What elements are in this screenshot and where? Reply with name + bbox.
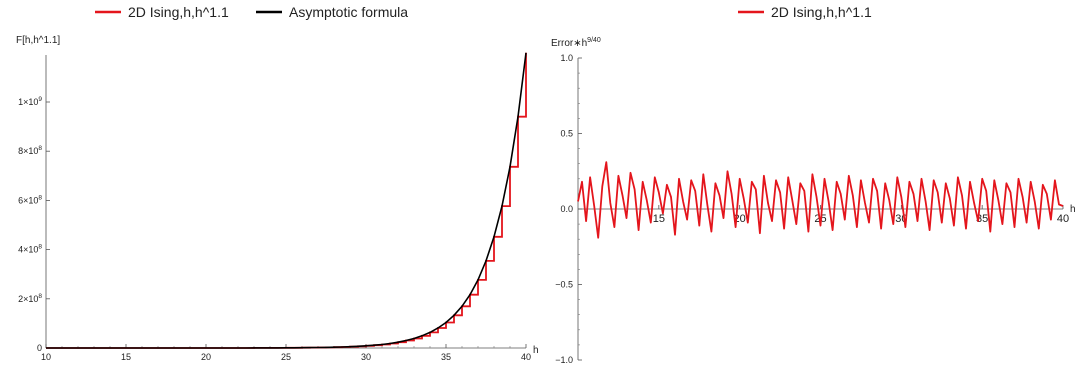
right-x-axis-label: h: [1070, 204, 1076, 215]
right-series-group: [577, 161, 1064, 239]
left-y-tick-label: 0: [37, 343, 42, 353]
right-legend-label-0: 2D Ising,h,h^1.1: [771, 4, 872, 20]
left-y-tick-label: 2×108: [18, 293, 42, 304]
right-y-axis-label-sup: 9/40: [587, 37, 601, 44]
left-chart: F[h,h^1.1] h 02×1084×1086×1088×1081×109 …: [16, 35, 539, 362]
left-series-line-0: [46, 52, 527, 349]
left-legend: 2D Ising,h,h^1.1 Asymptotic formula: [95, 4, 408, 20]
right-y-tick-label: 1.0: [560, 53, 573, 63]
left-x-tick-label: 40: [521, 352, 531, 362]
left-y-tick-label: 4×108: [18, 244, 42, 255]
right-series-line-0: [577, 161, 1064, 239]
right-y-tick-label: −1.0: [555, 355, 573, 365]
left-series-group: [46, 52, 527, 349]
left-x-tick-label: 20: [201, 352, 211, 362]
right-y-axis-label-main: Error∗h: [551, 38, 587, 49]
left-x-tick-label: 25: [281, 352, 291, 362]
left-y-tick-label: 1×109: [18, 96, 42, 107]
left-x-tick-label: 35: [441, 352, 451, 362]
left-x-tick-label: 30: [361, 352, 371, 362]
left-series-line-1: [46, 52, 527, 349]
left-x-tick-label: 10: [41, 352, 51, 362]
right-y-tick-label: 0.5: [560, 129, 573, 139]
right-x-tick-label: 40: [1057, 213, 1069, 225]
right-y-tick-label: 0.0: [560, 204, 573, 214]
right-legend: 2D Ising,h,h^1.1: [738, 4, 872, 20]
left-x-ticks: 10 15 20 25 30 35 40: [41, 344, 531, 362]
left-x-tick-label: 15: [121, 352, 131, 362]
left-legend-label-0: 2D Ising,h,h^1.1: [128, 4, 229, 20]
right-y-axis-label: Error∗h9/40: [551, 37, 601, 49]
left-x-axis-label: h: [533, 345, 539, 356]
left-y-tick-label: 8×108: [18, 145, 42, 156]
right-x-ticks: 15 20 25 30 35 40: [653, 205, 1069, 225]
left-y-ticks: 0 2×108 4×108 6×108 8×108 1×109: [18, 96, 50, 353]
left-y-axis-label: F[h,h^1.1]: [16, 35, 60, 46]
right-y-tick-label: −0.5: [555, 280, 573, 290]
right-chart: Error∗h9/40 h 1.0 0.5 0.0 −0.5 −1.0 15 20 25 30…: [551, 37, 1076, 365]
right-x-tick-label: 15: [653, 213, 665, 225]
left-y-tick-label: 6×108: [18, 194, 42, 205]
right-y-ticks: 1.0 0.5 0.0 −0.5 −1.0: [555, 53, 582, 365]
left-legend-label-1: Asymptotic formula: [289, 4, 408, 20]
